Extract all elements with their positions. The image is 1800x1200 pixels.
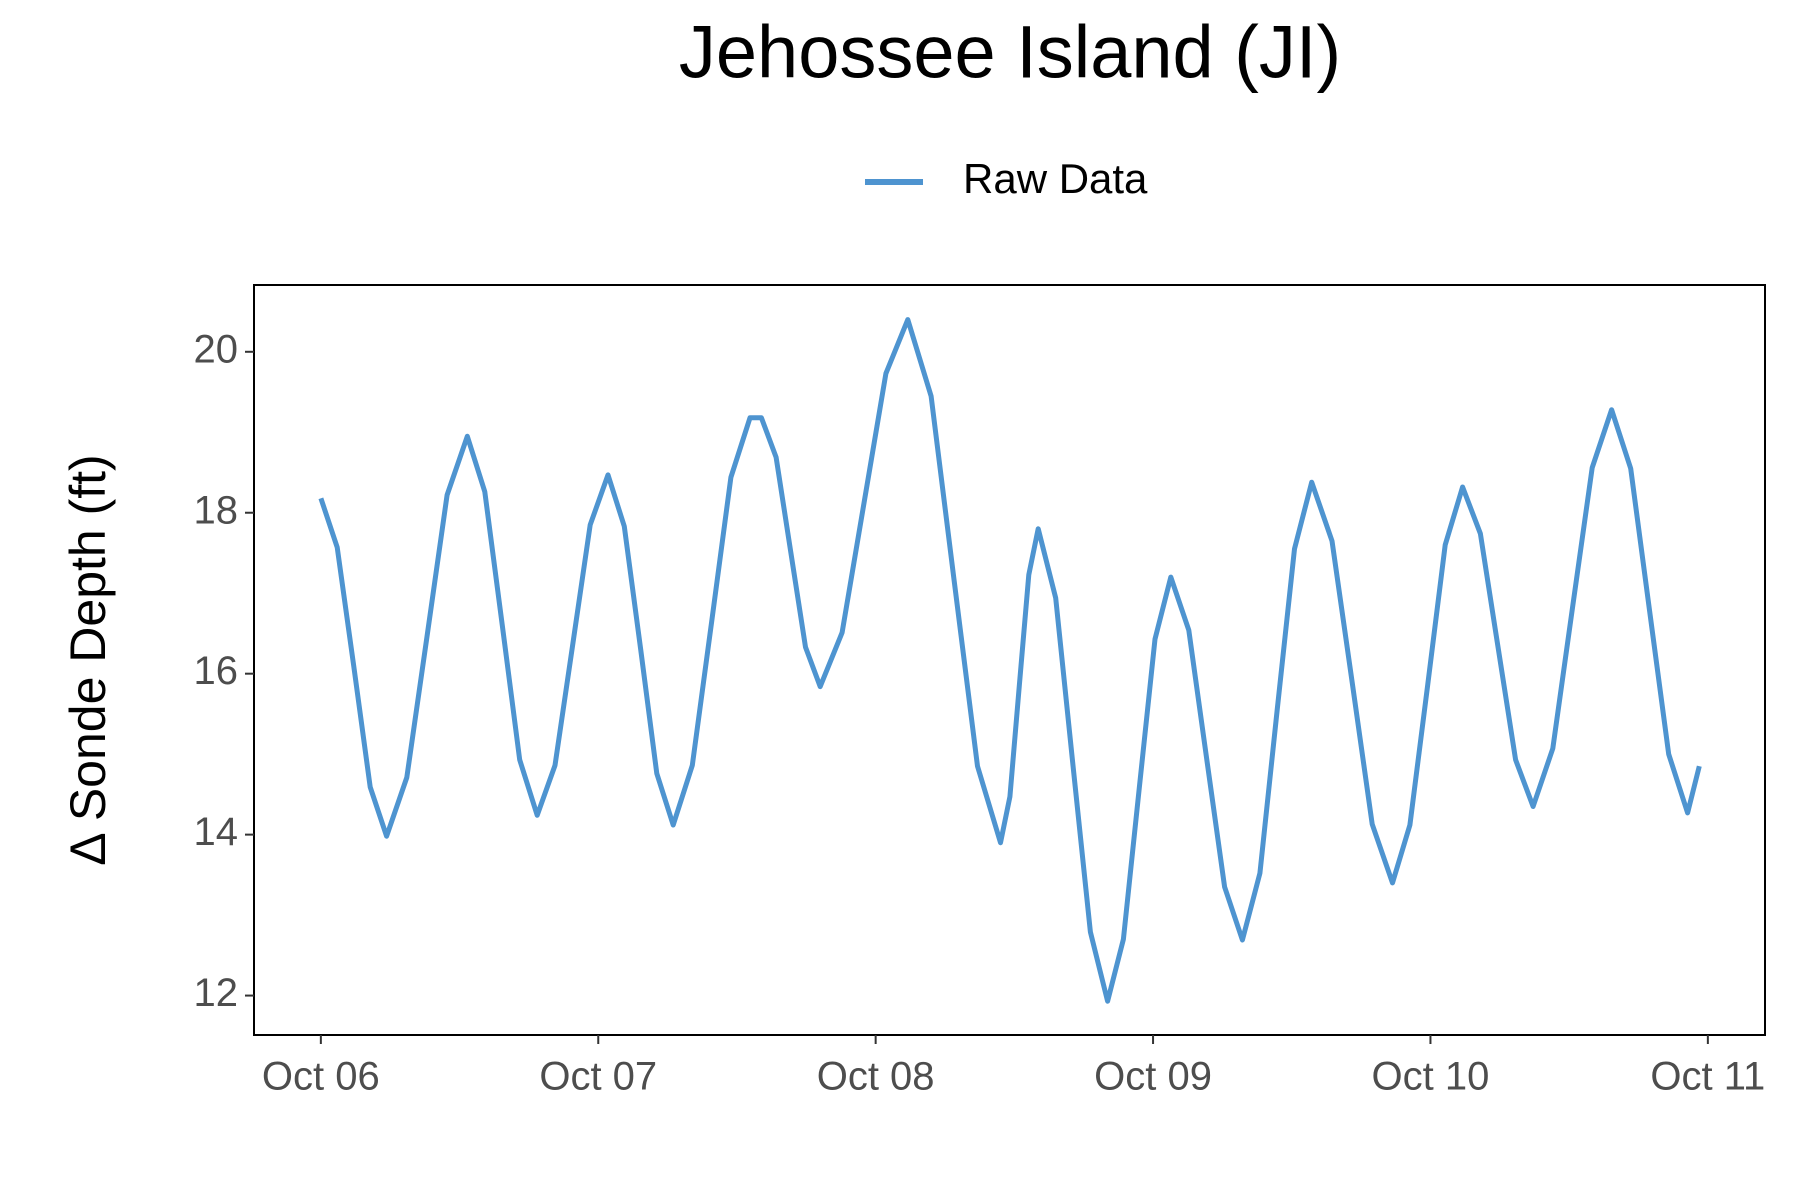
- y-tick-label: 18: [194, 488, 239, 532]
- y-tick-label: 20: [194, 327, 239, 371]
- x-tick-label: Oct 11: [1650, 1055, 1765, 1099]
- y-tick-label: 14: [194, 810, 239, 854]
- y-tick-label: 16: [194, 649, 239, 693]
- x-tick-label: Oct 08: [817, 1055, 935, 1099]
- x-tick-label: Oct 07: [539, 1055, 657, 1099]
- legend-label: Raw Data: [963, 155, 1148, 202]
- data-line: [318, 317, 1702, 1004]
- y-axis-title: Δ Sonde Depth (ft): [60, 454, 116, 865]
- x-tick-label: Oct 10: [1372, 1055, 1490, 1099]
- x-tick-label: Oct 06: [262, 1055, 380, 1099]
- plot-frame: [253, 284, 1766, 1036]
- x-tick-label: Oct 09: [1094, 1055, 1212, 1099]
- y-tick-label: 12: [194, 971, 239, 1015]
- chart-title: Jehossee Island (JI): [679, 11, 1341, 94]
